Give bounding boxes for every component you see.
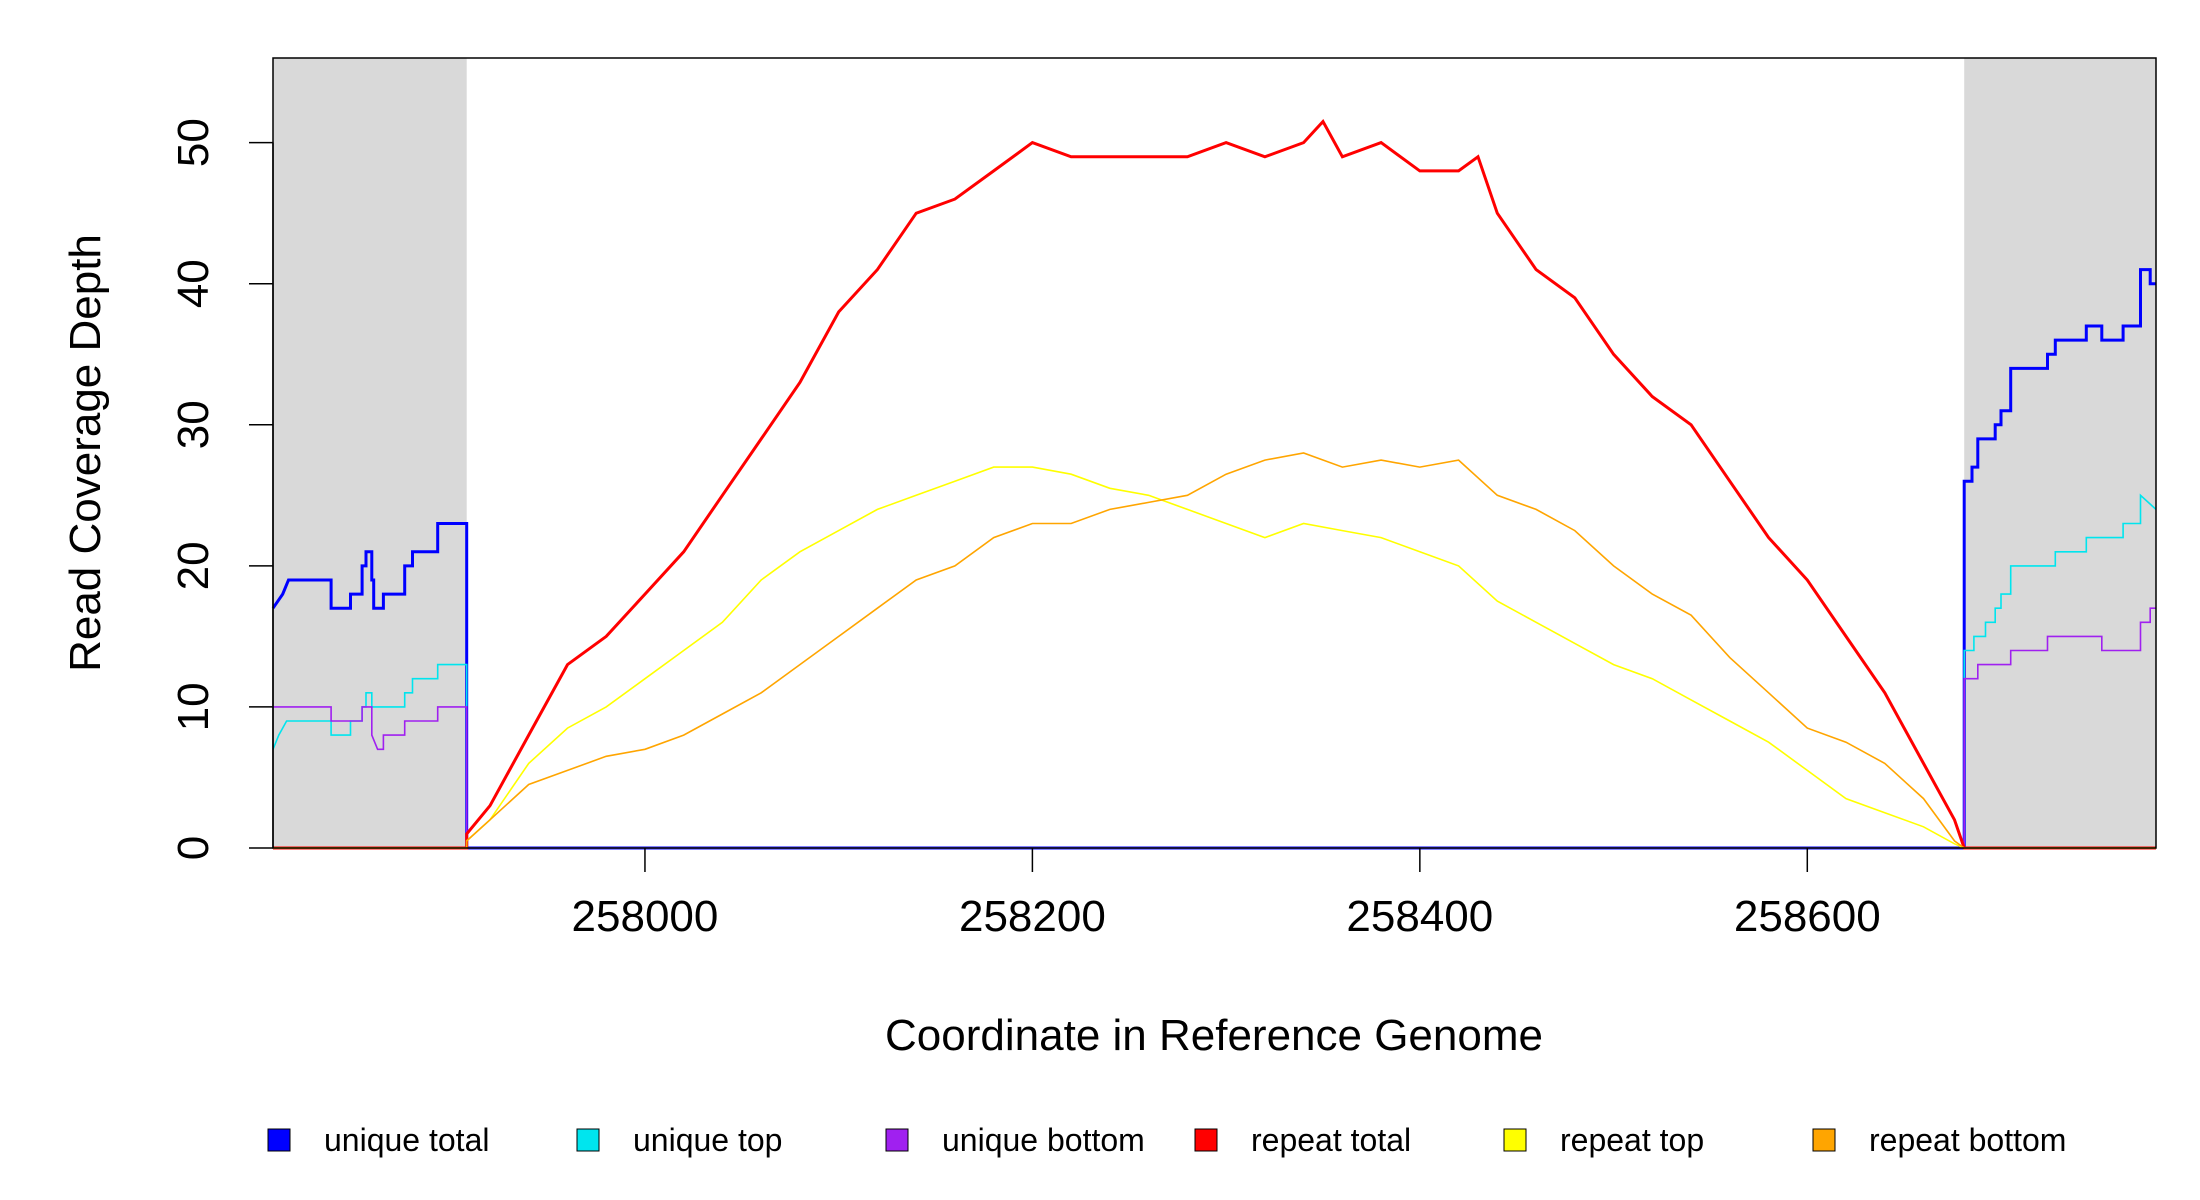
legend-swatch-unique-bottom	[885, 1128, 909, 1152]
legend: unique total unique top unique bottom repea…	[267, 1122, 2066, 1158]
y-tick-label: 10	[169, 682, 218, 731]
series-line-repeat-bottom	[273, 452, 2156, 849]
y-axis-title: Read Coverage Depth	[61, 234, 110, 672]
legend-label-unique-top: unique top	[633, 1122, 782, 1158]
x-tick-label: 258400	[1346, 892, 1493, 941]
y-tick-label: 40	[169, 259, 218, 308]
legend-swatch-unique-total	[267, 1128, 291, 1152]
legend-label-unique-total: unique total	[324, 1122, 489, 1158]
legend-label-unique-bottom: unique bottom	[942, 1122, 1145, 1158]
y-tick-label: 30	[169, 400, 218, 449]
y-axis: 0 10 20 30 40 50	[169, 118, 274, 860]
legend-label-repeat-top: repeat top	[1560, 1122, 1704, 1158]
x-axis: 258000 258200 258400 258600	[572, 848, 1881, 941]
shaded-regions	[273, 58, 2156, 848]
legend-label-repeat-total: repeat total	[1251, 1122, 1411, 1158]
x-tick-label: 258600	[1734, 892, 1881, 941]
legend-swatch-repeat-total	[1194, 1128, 1218, 1152]
legend-swatch-repeat-top	[1503, 1128, 1527, 1152]
series-line-repeat-top	[273, 466, 2156, 849]
legend-label-repeat-bottom: repeat bottom	[1869, 1122, 2066, 1158]
legend-swatch-unique-top	[576, 1128, 600, 1152]
y-tick-label: 0	[169, 836, 218, 860]
legend-swatch-repeat-bottom	[1812, 1128, 1836, 1152]
y-tick-label: 20	[169, 541, 218, 590]
x-tick-label: 258200	[959, 892, 1106, 941]
x-tick-label: 258000	[572, 892, 719, 941]
y-tick-label: 50	[169, 118, 218, 167]
shaded-region-1	[273, 58, 467, 848]
series-lines	[271, 118, 2157, 850]
series-line-repeat-total	[273, 118, 2156, 850]
x-axis-title: Coordinate in Reference Genome	[885, 1011, 1543, 1060]
shaded-region-2	[1964, 58, 2156, 848]
